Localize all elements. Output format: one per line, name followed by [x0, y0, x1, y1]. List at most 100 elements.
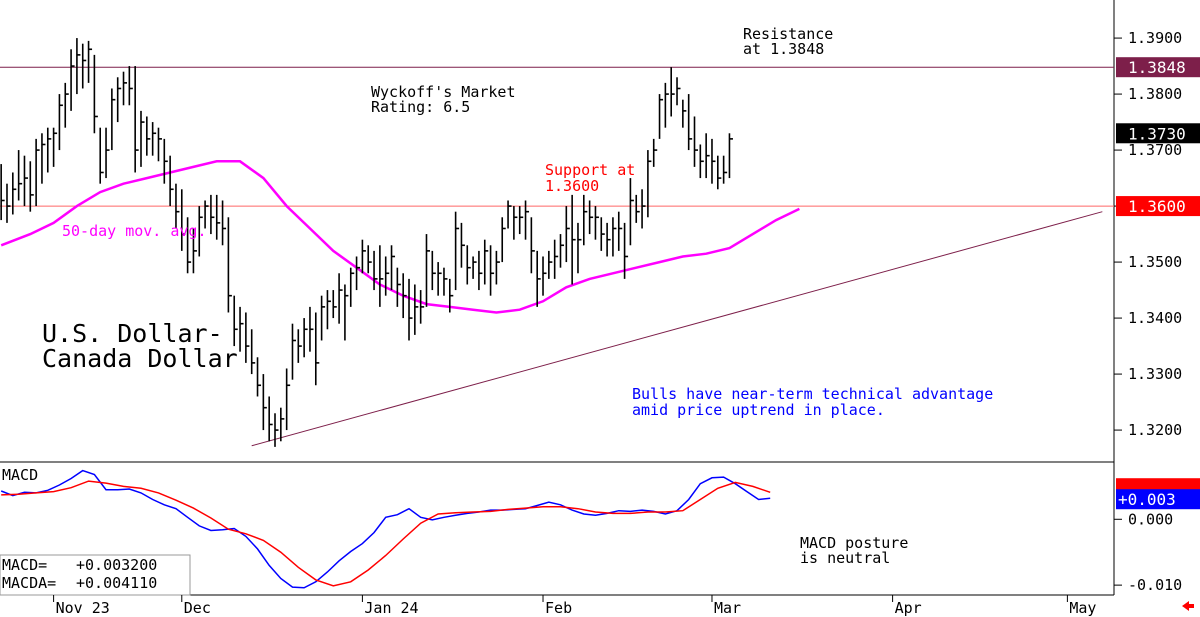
ohlc-bar — [186, 217, 192, 274]
ohlc-bar — [414, 284, 419, 335]
ohlc-bar — [58, 94, 63, 151]
price-tag: 1.3600 — [1116, 196, 1200, 217]
ohlc-bar — [233, 295, 238, 347]
ohlc-bar — [600, 217, 605, 251]
ohlc-bar — [635, 194, 640, 223]
ohlc-bar — [571, 194, 576, 285]
macd-panel-title: MACD — [2, 466, 38, 484]
ohlc-bar — [705, 133, 710, 179]
ohlc-bar — [623, 222, 629, 279]
ohlc-bar — [548, 250, 553, 279]
ohlc-bar — [507, 200, 512, 229]
support-annotation-line1: Support at — [545, 161, 635, 179]
ohlc-bar — [379, 245, 384, 307]
price-tag-label: 1.3848 — [1128, 58, 1186, 77]
macd-readout-box: MACD= +0.003200 MACDA= +0.004110 — [0, 554, 191, 596]
ohlc-bar — [52, 127, 58, 167]
ohlc-bar — [303, 318, 308, 358]
back-arrow-icon[interactable] — [1182, 601, 1194, 611]
ohlc-bar — [361, 239, 366, 274]
macd-readout-background — [0, 554, 191, 596]
support-annotation-line2: 1.3600 — [545, 177, 599, 195]
ohlc-bar — [256, 357, 262, 397]
ohlc-bar — [699, 144, 704, 179]
ohlc-bar — [146, 116, 151, 156]
ohlc-bar — [431, 250, 436, 291]
ohlc-bar — [448, 278, 454, 313]
ohlc-bar — [472, 256, 477, 279]
macd-lines-layer — [0, 469, 771, 589]
ohlc-bar — [291, 323, 296, 380]
price-tag-label: 1.3600 — [1128, 197, 1186, 216]
ohlc-bar — [309, 306, 314, 352]
ohlc-bar — [384, 256, 390, 296]
macda-value-tag — [1116, 478, 1200, 491]
ohlc-bar — [559, 234, 564, 268]
ohlc-bar — [676, 77, 681, 106]
ohlc-bar — [41, 133, 46, 184]
ohlc-bar — [553, 239, 559, 279]
ohlc-bar — [443, 267, 448, 296]
ohlc-bar — [99, 127, 104, 184]
ohlc-bars-layer — [0, 38, 733, 447]
ohlc-bar — [717, 155, 722, 190]
ohlc-bar — [338, 273, 343, 324]
chart-title-line1: U.S. Dollar- — [42, 319, 223, 348]
ohlc-bar — [594, 206, 599, 240]
price-y-tick-label: 1.3700 — [1128, 141, 1182, 159]
ohlc-bar — [524, 200, 530, 240]
ohlc-bar — [344, 284, 349, 341]
price-y-tick-label: 1.3400 — [1128, 309, 1182, 327]
x-axis-tick-label: May — [1069, 599, 1096, 617]
x-axis-tick-label: Dec — [184, 599, 211, 617]
x-axis-tick-label: Apr — [895, 599, 922, 617]
ohlc-bar — [70, 49, 75, 111]
macd-posture-annotation-line1: MACD posture — [800, 534, 908, 552]
price-tag-label: 1.3730 — [1128, 124, 1186, 143]
ohlc-bar — [64, 82, 69, 128]
ohlc-bar — [728, 133, 733, 179]
ohlc-bar — [536, 250, 541, 307]
ohlc-bar — [711, 138, 716, 184]
ohlc-bar — [664, 82, 669, 128]
x-axis: Nov 23 Dec Jan 24 Feb Mar Apr May — [53, 595, 1096, 617]
ohlc-bar — [111, 88, 116, 151]
ohlc-bar — [128, 66, 133, 106]
price-y-tick-label: 1.3200 — [1128, 421, 1182, 439]
macd-annotations: MACD MACD posture is neutral — [2, 466, 908, 567]
ohlc-bar — [204, 200, 209, 229]
ohlc-bar — [17, 150, 23, 201]
macd-series-macd — [0, 469, 771, 589]
annotations: Resistance at 1.3848 Wyckoff's Market Ra… — [42, 25, 993, 419]
ohlc-bar — [280, 407, 285, 442]
ohlc-bar — [355, 256, 361, 291]
chart-title-line2: Canada Dollar — [42, 344, 238, 373]
ohlc-bar — [227, 217, 232, 313]
ohlc-bar — [210, 194, 215, 235]
ohlc-bar — [29, 161, 34, 212]
ohlc-bar — [542, 256, 547, 296]
ohlc-bar — [437, 262, 442, 296]
price-tag: 1.3730 — [1116, 123, 1200, 144]
ohlc-bar — [722, 155, 728, 184]
macd-readout-label: MACD= — [2, 556, 47, 574]
ohlc-bar — [478, 250, 483, 291]
ohlc-bar — [483, 239, 489, 285]
x-axis-tick-label: Nov 23 — [56, 599, 110, 617]
macd-value-tag-label: +0.003 — [1118, 490, 1176, 509]
ohlc-bar — [163, 138, 168, 184]
bulls-annotation-line2: amid price uptrend in place. — [632, 401, 885, 419]
ohlc-bar — [87, 40, 93, 83]
price-value-labels: 1.3848 1.3730 1.3600 — [1116, 57, 1200, 217]
macd-y-tick-label: 0.000 — [1128, 510, 1173, 528]
ohlc-bar — [46, 127, 52, 173]
ohlc-bar — [105, 127, 110, 179]
macd-y-tick-label: -0.010 — [1128, 576, 1182, 594]
ohlc-bar — [221, 200, 227, 246]
ohlc-bar — [122, 71, 128, 106]
ohlc-bar — [192, 228, 197, 274]
ohlc-bar — [6, 183, 11, 223]
ohlc-bar — [326, 290, 331, 330]
ohlc-bar — [268, 396, 273, 442]
ohlc-bar — [518, 206, 524, 235]
